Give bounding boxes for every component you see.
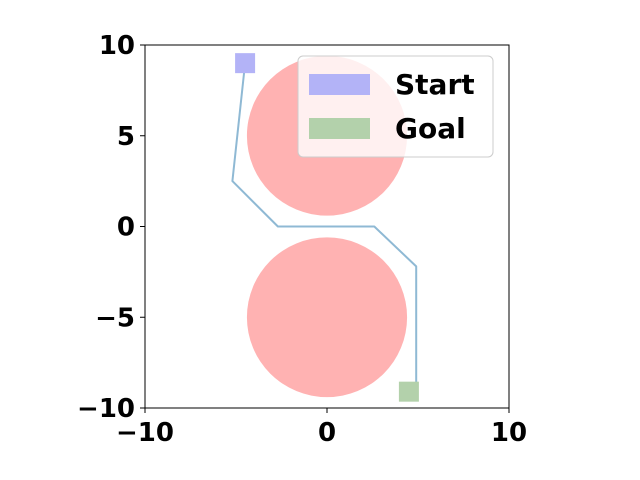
markers-layer xyxy=(235,53,419,402)
y-tick-label: 0 xyxy=(117,213,135,243)
legend: Start Goal xyxy=(297,55,494,158)
y-tick-label: 5 xyxy=(117,122,135,152)
legend-swatch-start xyxy=(309,74,370,95)
y-ticks: −10 −5 0 5 10 xyxy=(77,31,145,424)
x-tick-label: 10 xyxy=(491,418,527,448)
x-tick-label: 0 xyxy=(318,418,336,448)
x-ticks: −10 0 10 xyxy=(116,408,527,448)
y-tick-label: 10 xyxy=(99,31,135,61)
legend-label-goal: Goal xyxy=(395,112,466,145)
y-tick-label: −5 xyxy=(95,303,135,333)
planned-path-line xyxy=(231,63,418,392)
y-tick-label: −10 xyxy=(77,394,135,424)
path-layer xyxy=(231,63,418,392)
obstacle-circle-1 xyxy=(246,237,408,398)
start-marker xyxy=(235,53,256,74)
legend-label-start: Start xyxy=(395,68,475,101)
x-tick-label: −10 xyxy=(116,418,174,448)
goal-marker xyxy=(398,381,419,402)
legend-swatch-goal xyxy=(309,118,370,139)
